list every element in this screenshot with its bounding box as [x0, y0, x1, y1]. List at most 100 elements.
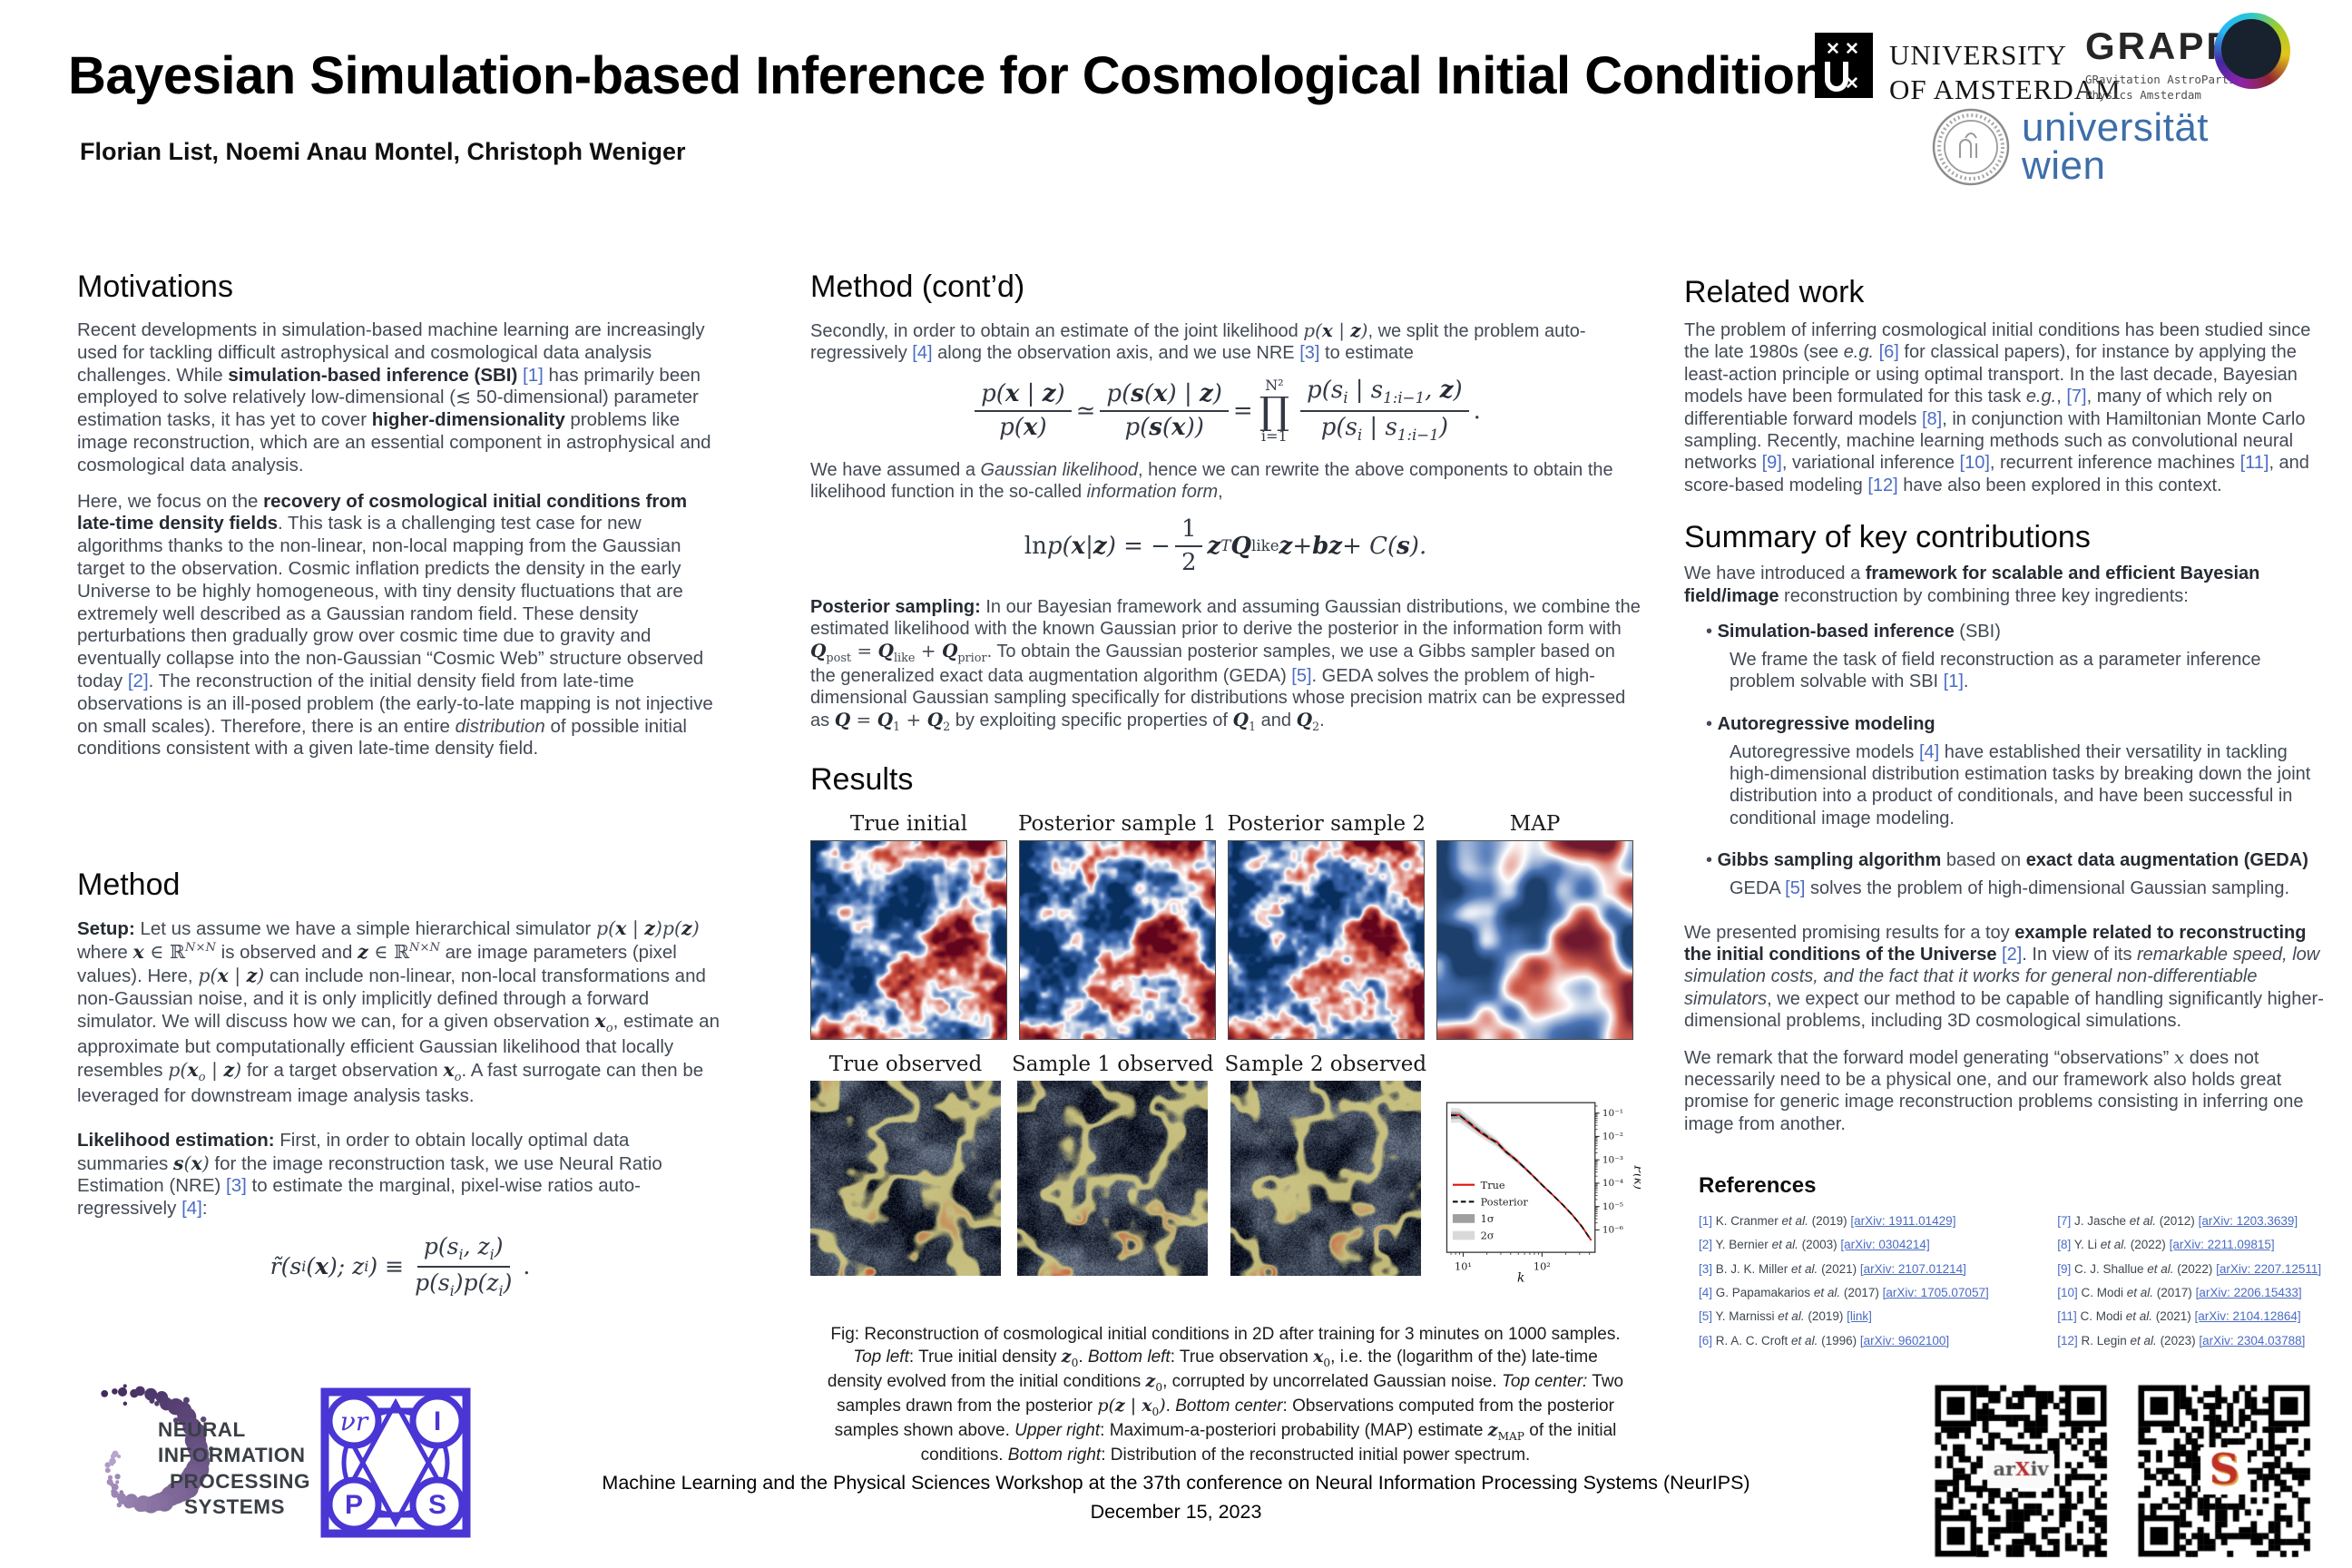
- footer-line-1: Machine Learning and the Physical Scienc…: [602, 1472, 1750, 1494]
- citation-link[interactable]: [arXiv: 1203.3639]: [2198, 1214, 2298, 1229]
- text-run: .: [523, 1253, 531, 1280]
- reference-entry: [1] K. Cranmer et al. (2019) [arXiv: 191…: [1699, 1210, 2048, 1233]
- text-run: : Observations computed from the posteri…: [834, 1396, 1614, 1441]
- result-panel: MAP: [1436, 812, 1634, 1040]
- text-run: +: [900, 709, 927, 731]
- nips-letter-s: S: [428, 1490, 446, 1520]
- citation-link[interactable]: [4]: [1699, 1286, 1713, 1300]
- citation-link[interactable]: [3]: [1699, 1261, 1713, 1276]
- text-run: .: [1963, 671, 1969, 692]
- citation-link[interactable]: [8]: [2057, 1238, 2072, 1252]
- text-run: |: [205, 1059, 224, 1082]
- neurips-logo-text: NEURAL INFORMATION PROCESSING SYSTEMS: [158, 1417, 310, 1520]
- citation-link[interactable]: [2]: [1699, 1238, 1713, 1252]
- text-run: | s: [1348, 377, 1384, 404]
- citation-link[interactable]: [4]: [912, 343, 933, 363]
- text-run: z: [1279, 532, 1293, 560]
- text-run: ): [1037, 413, 1047, 441]
- grappa-blob-icon: [2214, 13, 2290, 89]
- reference-entry: [11] C. Modi et al. (2021) [arXiv: 2104.…: [2057, 1305, 2325, 1328]
- citation-link[interactable]: [2]: [2002, 945, 2023, 965]
- citation-link[interactable]: [arXiv: 2211.09815]: [2169, 1238, 2275, 1252]
- equation-joint-likelihood: p(x | z) p(x) ≃ p(s(x) | z) p(s(x)) = N² ∏ i…: [810, 377, 1641, 445]
- text-run: (SBI): [1954, 621, 2001, 642]
- text-run: solves the problem of high-dimensional G…: [1805, 878, 2290, 899]
- citation-link[interactable]: [12]: [2057, 1333, 2078, 1348]
- text-run: of the initial conditions.: [920, 1421, 1617, 1465]
- citation-link[interactable]: [arXiv: 2104.12864]: [2194, 1309, 2301, 1324]
- citation-link[interactable]: [7]: [2057, 1214, 2072, 1229]
- citation-link[interactable]: [4]: [1918, 741, 1940, 762]
- citation-link[interactable]: [arXiv: 9602100]: [1859, 1333, 1950, 1348]
- citation-link[interactable]: [arXiv: 2206.15433]: [2195, 1286, 2302, 1300]
- citation-link[interactable]: [11]: [2239, 453, 2269, 474]
- text-run: Q: [810, 639, 827, 662]
- text-run: e.g.: [2025, 387, 2057, 407]
- citation-link[interactable]: [arXiv: 1911.01429]: [1850, 1214, 1956, 1229]
- text-run: x: [615, 917, 627, 940]
- text-run: i: [449, 1281, 455, 1299]
- citation-link[interactable]: [link]: [1847, 1309, 1872, 1324]
- motivations-paragraph-1: Recent developments in simulation-based …: [77, 319, 723, 477]
- citation-link[interactable]: [6]: [1878, 342, 1899, 363]
- text-run: .: [1165, 1396, 1176, 1416]
- citation-link[interactable]: [3]: [1299, 343, 1320, 363]
- text-run: p(: [1303, 319, 1322, 341]
- citation-link[interactable]: [7]: [2066, 387, 2087, 407]
- wien-seal-icon: [1932, 108, 2010, 186]
- text-run: p(: [168, 1059, 188, 1082]
- column-middle: Method (cont’d) Secondly, in order to ob…: [810, 270, 1641, 1467]
- posterior-sampling-paragraph: Posterior sampling: In our Bayesian fram…: [810, 596, 1641, 735]
- text-run: Top left: [853, 1347, 909, 1367]
- summary-intro: We have introduced a framework for scala…: [1684, 563, 2325, 607]
- remark-paragraph: We remark that the forward model generat…: [1684, 1046, 2325, 1136]
- text-run: Fig: Reconstruction of cosmological init…: [830, 1324, 1621, 1344]
- text-run: : Distribution of the reconstructed init…: [1101, 1446, 1531, 1465]
- svg-text:True: True: [1481, 1179, 1505, 1191]
- citation-link[interactable]: [5]: [1785, 878, 1806, 899]
- citation-link[interactable]: [1]: [1943, 671, 1964, 692]
- citation-link[interactable]: [10]: [2057, 1286, 2078, 1300]
- text-run: (2023): [2156, 1333, 2200, 1348]
- text-run: higher-dimensionality: [371, 409, 565, 431]
- citation-link[interactable]: [1]: [523, 364, 544, 386]
- text-run: distribution: [455, 715, 545, 737]
- citation-link[interactable]: [4]: [181, 1198, 202, 1220]
- citation-link[interactable]: [arXiv: 2207.12511]: [2216, 1261, 2322, 1276]
- text-run: |: [1332, 319, 1351, 341]
- uva-logo: ✕ ✕ ✕ UNIVERSITY OF AMSTERDAM: [1815, 33, 2122, 107]
- text-run: x: [1313, 1346, 1324, 1367]
- svg-text:P(k): P(k): [1632, 1164, 1641, 1190]
- text-run: Secondly, in order to obtain an estimate…: [810, 321, 1304, 341]
- text-run: |: [1019, 379, 1043, 407]
- citation-link[interactable]: [1]: [1699, 1214, 1713, 1229]
- text-run: GEDA: [1730, 878, 1786, 899]
- text-run: +: [1292, 532, 1313, 560]
- related-work-paragraph: The problem of inferring cosmological in…: [1684, 319, 2325, 496]
- citation-link[interactable]: [8]: [1922, 408, 1943, 429]
- citation-link[interactable]: [arXiv: 2304.03788]: [2199, 1333, 2306, 1348]
- svg-text:2σ: 2σ: [1481, 1230, 1494, 1241]
- citation-link[interactable]: [12]: [1867, 475, 1898, 495]
- citation-link[interactable]: [6]: [1699, 1333, 1713, 1348]
- text-run: The problem of inferring cosmological in…: [1684, 320, 2311, 363]
- citation-link[interactable]: [9]: [1761, 453, 1782, 474]
- citation-link[interactable]: [arXiv: 2107.01214]: [1859, 1261, 1966, 1276]
- text-run: We frame the task of field reconstructio…: [1730, 649, 2261, 692]
- text-run: N×N: [408, 941, 440, 956]
- result-image-observed: [810, 1080, 1001, 1276]
- citation-link[interactable]: [9]: [2057, 1261, 2072, 1276]
- citation-link[interactable]: [3]: [226, 1175, 247, 1197]
- citation-link[interactable]: [5]: [1699, 1309, 1713, 1324]
- citation-link[interactable]: [10]: [1959, 453, 1990, 474]
- text-run: (2021): [1818, 1261, 1860, 1276]
- text-run: R. Legin: [2077, 1333, 2131, 1348]
- citation-link[interactable]: [arXiv: 1705.07057]: [1882, 1286, 1989, 1300]
- text-run: In our Bayesian framework and assuming G…: [810, 596, 1641, 639]
- citation-link[interactable]: [5]: [1291, 666, 1312, 687]
- text-run: ≃: [1075, 397, 1096, 425]
- citation-link[interactable]: [11]: [2057, 1309, 2077, 1324]
- citation-link[interactable]: [2]: [127, 670, 149, 691]
- result-image-initial: [1228, 839, 1426, 1040]
- citation-link[interactable]: [arXiv: 0304214]: [1840, 1238, 1930, 1252]
